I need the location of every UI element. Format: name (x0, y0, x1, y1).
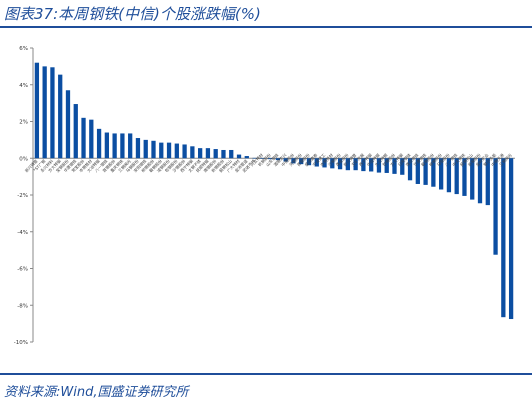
figure-title: 图表37:本周钢铁(中信)个股涨跌幅(%) (4, 5, 261, 23)
bar (400, 158, 405, 175)
bar (314, 158, 319, 167)
bar (50, 67, 55, 159)
bar (415, 158, 420, 184)
bar (65, 90, 71, 159)
bar (376, 158, 382, 173)
bar (135, 138, 141, 159)
bar (81, 117, 86, 159)
y-axis: 6% 4% 2% 0% -2% -4% -6% -8% -10% (14, 46, 515, 346)
bar (104, 132, 109, 159)
bar (260, 158, 265, 159)
bar (508, 158, 514, 320)
bar (267, 158, 273, 160)
bar (322, 158, 327, 168)
bar (174, 143, 179, 159)
y-tick-label: -8% (17, 303, 28, 309)
bar (291, 158, 296, 164)
bar (446, 158, 452, 193)
bar (477, 158, 483, 204)
bar (439, 158, 444, 190)
bar (120, 133, 125, 159)
bar (454, 158, 459, 195)
bar (236, 154, 242, 159)
bar (283, 158, 288, 162)
bar-series (34, 62, 514, 320)
bar (493, 158, 498, 255)
bar (299, 158, 304, 165)
bar (361, 158, 366, 172)
bar (462, 158, 467, 196)
bar (112, 133, 117, 159)
bar (306, 158, 312, 166)
bar (229, 149, 234, 159)
bar (501, 158, 506, 318)
x-axis-labels: 新兴铸管*ST广钢永兴材料方大特钢宝钢股份华菱钢铁常宝股份本钢板材大冶特钢八一钢… (23, 152, 513, 174)
bar (89, 119, 94, 159)
bar (470, 158, 475, 200)
bar (275, 158, 281, 161)
y-tick-label: 6% (19, 46, 28, 52)
bar (182, 144, 187, 159)
bar (73, 104, 78, 159)
bar (151, 140, 156, 159)
bar (34, 62, 40, 159)
bar (42, 66, 47, 159)
y-tick-label: 2% (19, 120, 28, 126)
bar (337, 158, 343, 170)
bar (128, 133, 133, 159)
bar (143, 139, 148, 159)
title-divider (0, 26, 532, 28)
bar (198, 148, 203, 159)
y-tick-label: -6% (17, 267, 28, 273)
bar (384, 158, 389, 173)
bar (190, 146, 195, 159)
bar (159, 142, 164, 159)
bar (58, 74, 63, 159)
bar (96, 128, 102, 159)
y-tick-label: -2% (17, 193, 28, 199)
figure-source: 资料来源:Wind,国盛证券研究所 (4, 385, 189, 400)
y-tick-label: 4% (19, 83, 28, 89)
bar (392, 158, 397, 174)
bar (369, 158, 374, 172)
bar (330, 158, 335, 169)
y-tick-label: -10% (14, 340, 28, 346)
bar (431, 158, 436, 187)
bar (205, 148, 211, 159)
bar (345, 158, 350, 171)
bar (353, 158, 358, 171)
bar (407, 158, 413, 181)
bar (221, 149, 226, 159)
bar (423, 158, 428, 185)
bar (166, 142, 172, 159)
y-tick-label: -4% (17, 230, 28, 236)
bar (252, 157, 257, 159)
bar (244, 156, 249, 159)
y-tick-label: 0% (19, 156, 28, 162)
bar-chart: 6% 4% 2% 0% -2% -4% -6% -8% -10% 新兴铸管*ST广钢永兴材料方大… (14, 46, 515, 346)
source-divider (0, 373, 532, 375)
bar (213, 149, 218, 159)
bar (485, 158, 490, 206)
